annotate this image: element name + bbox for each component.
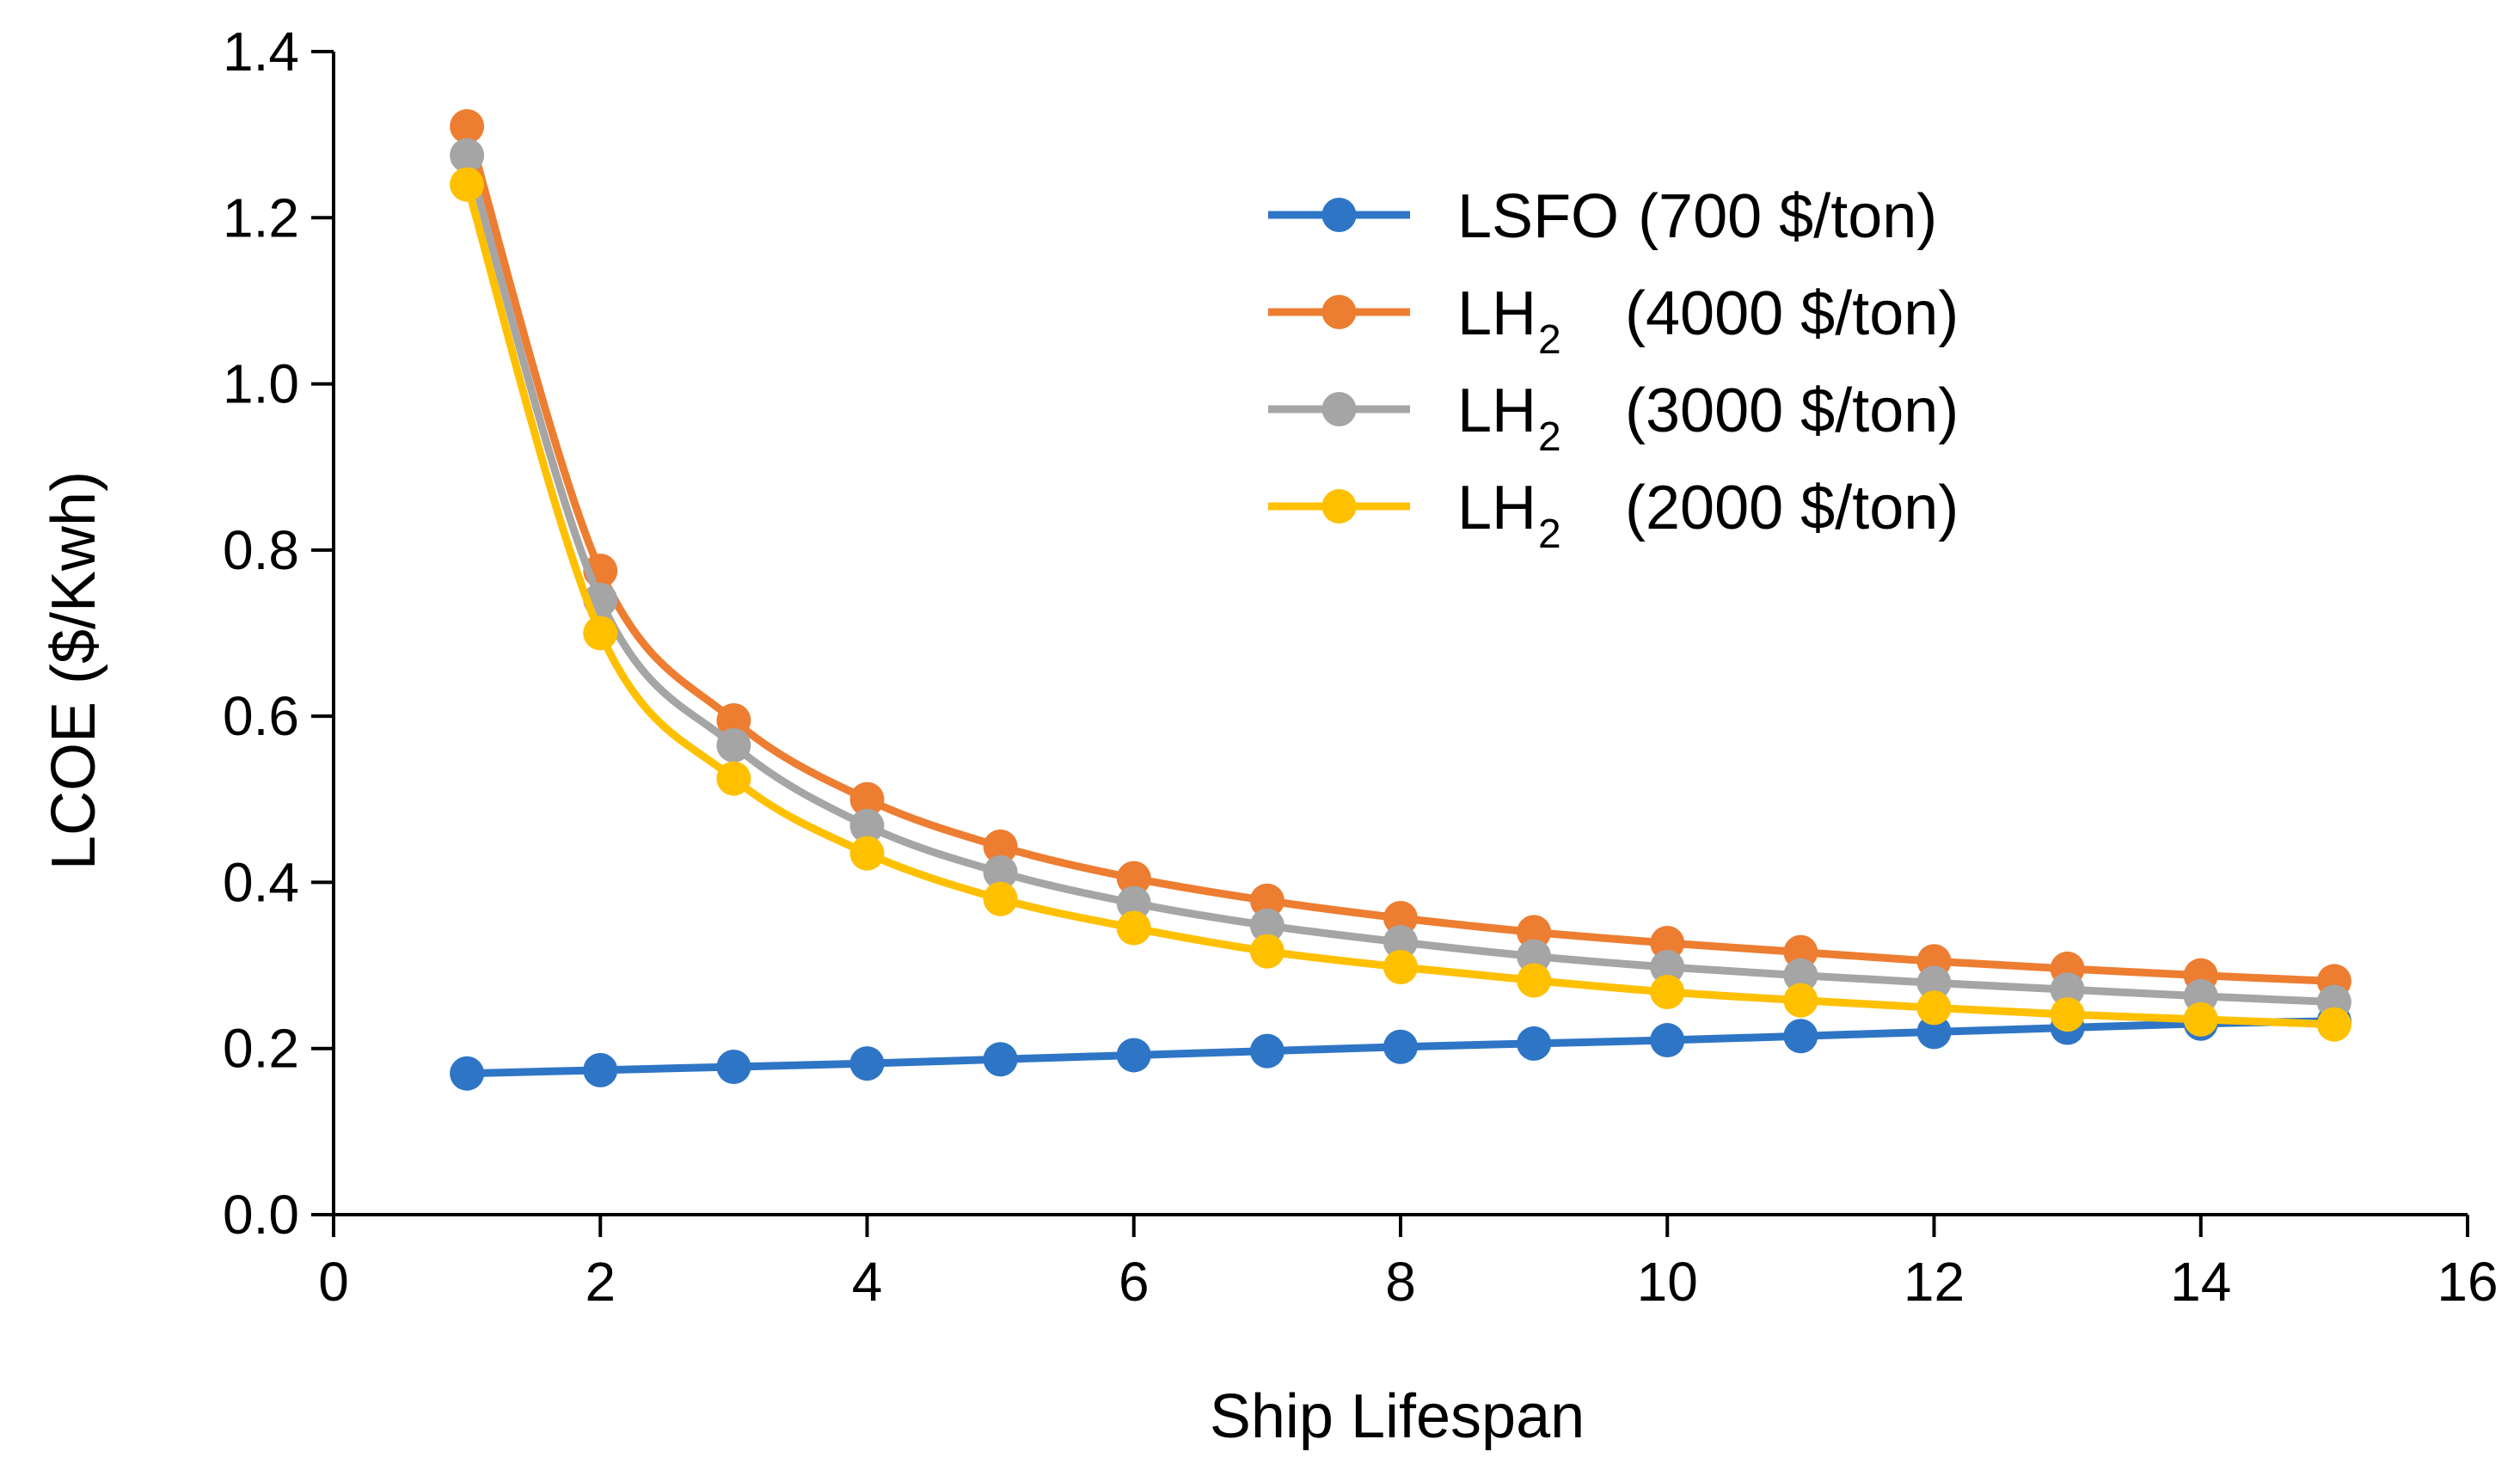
data-point: [2316, 1007, 2351, 1042]
x-tick-label: 6: [1119, 1251, 1150, 1313]
y-tick-label: 1.0: [223, 353, 299, 415]
y-tick-label: 0.0: [223, 1184, 299, 1246]
y-tick-label: 0.4: [223, 851, 299, 913]
data-point: [983, 854, 1018, 890]
series-1: [450, 108, 2351, 999]
data-point: [450, 167, 485, 202]
legend: LSFO (700 $/ton)LH 2 (4000 $/ton)LH 2 (3000 $…: [1268, 182, 1959, 557]
data-point: [1249, 1033, 1285, 1069]
data-point: [1116, 910, 1151, 946]
data-point: [1916, 1014, 1952, 1050]
data-point: [1650, 974, 1685, 1009]
data-point: [1249, 908, 1285, 943]
data-point: [1517, 915, 1552, 950]
data-point: [450, 138, 485, 173]
legend-swatch-marker: [1321, 198, 1357, 232]
data-point: [1116, 860, 1151, 896]
legend-label: LH: [1457, 474, 1536, 542]
legend-swatch-marker: [1321, 295, 1357, 329]
y-tick-label: 0.8: [223, 519, 299, 581]
data-point: [1783, 983, 1818, 1018]
data-point: [1116, 1038, 1151, 1073]
series-layer: [450, 108, 2351, 1091]
legend-label-subscript: 2: [1538, 317, 1561, 363]
y-tick-label: 1.2: [223, 187, 299, 248]
data-point: [450, 1056, 485, 1091]
data-point: [1916, 990, 1952, 1026]
legend-price: (2000 $/ton): [1625, 474, 1959, 542]
legend-price: (4000 $/ton): [1625, 279, 1959, 348]
data-point: [716, 761, 751, 796]
x-axis-title: Ship Lifespan: [1210, 1382, 1585, 1451]
series-line: [463, 125, 2335, 985]
y-axis-title: LCOE ($/Kwh): [40, 471, 108, 870]
data-point: [1517, 963, 1552, 998]
legend-entry: LH 2 (4000 $/ton): [1268, 279, 1959, 363]
legend-label: LH: [1457, 279, 1536, 348]
legend-swatch-marker: [1321, 489, 1357, 524]
data-point: [1249, 934, 1285, 969]
data-point: [1916, 965, 1952, 1001]
data-point: [1383, 1029, 1418, 1064]
data-point: [1116, 885, 1151, 921]
data-point: [849, 836, 885, 871]
data-point: [1517, 939, 1552, 974]
x-tick-label: 16: [2437, 1251, 2498, 1313]
legend-entry: LH 2 (2000 $/ton): [1268, 474, 1959, 557]
data-point: [849, 781, 885, 817]
y-tick-label: 1.4: [223, 21, 299, 83]
legend-entry: LH 2 (3000 $/ton): [1268, 377, 1959, 460]
x-tick-label: 4: [852, 1251, 883, 1313]
data-point: [1783, 1019, 1818, 1054]
data-point: [1517, 1026, 1552, 1061]
legend-label: LSFO: [1457, 182, 1619, 251]
series-line: [463, 183, 2335, 1029]
data-point: [2050, 972, 2085, 1007]
data-point: [1650, 950, 1685, 985]
data-point: [983, 1042, 1018, 1077]
data-point: [450, 108, 485, 144]
x-tick-label: 2: [585, 1251, 616, 1313]
data-point: [2050, 997, 2085, 1032]
data-point: [1650, 1023, 1685, 1058]
data-point: [983, 881, 1018, 916]
data-point: [849, 808, 885, 843]
legend-price: (700 $/ton): [1638, 182, 1937, 251]
series-3: [450, 167, 2351, 1042]
x-tick-label: 0: [318, 1251, 349, 1313]
data-point: [1650, 925, 1685, 960]
data-point: [1783, 958, 1818, 993]
x-tick-label: 14: [2170, 1251, 2231, 1313]
y-tick-label: 0.6: [223, 685, 299, 747]
series-2: [450, 138, 2351, 1020]
data-point: [716, 702, 751, 738]
data-point: [849, 1046, 885, 1081]
x-tick-label: 8: [1385, 1251, 1416, 1313]
series-line: [463, 154, 2335, 1007]
x-tick-label: 10: [1637, 1251, 1698, 1313]
data-point: [1249, 883, 1285, 918]
data-point: [2183, 1001, 2218, 1037]
data-point: [1383, 925, 1418, 960]
data-point: [983, 829, 1018, 864]
legend-label-subscript: 2: [1538, 414, 1561, 460]
x-tick-label: 12: [1904, 1251, 1965, 1313]
data-point: [716, 727, 751, 762]
legend-swatch-marker: [1321, 392, 1357, 426]
legend-price: (3000 $/ton): [1625, 377, 1959, 445]
legend-label: LH: [1457, 377, 1536, 445]
data-point: [583, 616, 618, 651]
legend-entry: LSFO (700 $/ton): [1268, 182, 1937, 251]
data-point: [1383, 950, 1418, 985]
data-point: [716, 1049, 751, 1084]
axes: 0.0 0.2 0.4 0.6 0.8 1.0 1.2 1.4 0 2 4 6 8 10 12 14 16: [223, 21, 2499, 1313]
data-point: [1383, 900, 1418, 935]
y-tick-label: 0.2: [223, 1018, 299, 1080]
legend-label-subscript: 2: [1538, 511, 1561, 557]
data-point: [583, 1052, 618, 1087]
